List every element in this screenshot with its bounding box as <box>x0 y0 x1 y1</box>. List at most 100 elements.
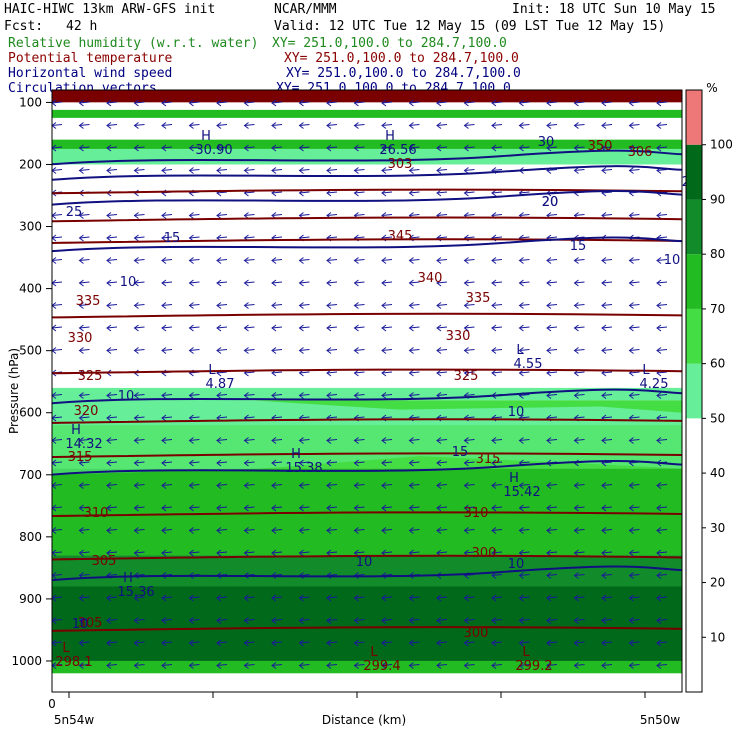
wind-vector <box>574 169 585 171</box>
wind-vector-head <box>381 324 387 332</box>
wind-vector <box>546 349 558 351</box>
wind-vector-head <box>436 639 442 647</box>
extremum-value: 4.55 <box>514 357 543 372</box>
wind-vector <box>381 596 393 599</box>
wind-vector-head <box>601 279 607 287</box>
wind-vector-head <box>573 549 579 557</box>
wind-vector <box>106 259 118 261</box>
wind-vector-head <box>106 302 112 309</box>
wind-vector <box>381 439 393 441</box>
wind-vector <box>629 484 640 486</box>
y-tick-label: 900 <box>19 592 42 606</box>
wind-vector <box>436 236 448 239</box>
wind-vector-head <box>518 639 524 647</box>
wind-vector <box>161 259 173 261</box>
wind-vector <box>629 146 640 149</box>
wind-vector <box>354 326 365 329</box>
wind-vector <box>464 619 475 621</box>
wind-vector <box>216 214 228 216</box>
colorbar-tick-label: 50 <box>710 411 725 425</box>
wind-vector <box>409 304 420 306</box>
wind-vector-head <box>463 189 469 197</box>
wind-vector-head <box>408 392 414 399</box>
wind-vector-head <box>188 437 194 444</box>
wind-vector <box>464 484 475 486</box>
wind-vector <box>656 439 668 441</box>
wind-vector-head <box>546 144 552 152</box>
wind-vector-head <box>546 482 552 489</box>
wind-vector-head <box>408 167 414 174</box>
wind-vector-head <box>188 662 194 669</box>
wind-vector <box>326 236 338 239</box>
wind-vector-head <box>546 279 552 287</box>
wind-vector <box>354 349 365 351</box>
wind-vector-head <box>326 437 332 444</box>
wind-vector <box>546 371 558 374</box>
wind-vector-head <box>326 189 332 197</box>
contour-labels: 345 340 335 335 330 330 325 325 320 315 315 310 310 3… <box>55 129 698 674</box>
wind-vector <box>106 619 118 621</box>
wind-vector <box>519 529 530 531</box>
wind-vector <box>271 529 283 531</box>
wind-vector-head <box>326 167 332 174</box>
wind-vector-head <box>518 302 524 309</box>
wind-vector-head <box>106 482 112 489</box>
wind-vector <box>52 236 63 239</box>
wind-vector <box>326 259 338 261</box>
wind-vector <box>601 506 613 509</box>
wind-vector-head <box>628 482 634 489</box>
wind-vector <box>161 394 173 396</box>
wind-vector-head <box>78 459 84 467</box>
wind-vector <box>519 506 530 509</box>
wind-vector <box>354 371 365 374</box>
wind-vector <box>189 326 200 329</box>
wind-vector-head <box>106 504 112 512</box>
wind-vector-head <box>463 369 469 377</box>
wind-vector <box>271 236 283 239</box>
wind-vector-head <box>546 617 552 624</box>
colorbar-unit: % <box>706 81 717 95</box>
wind-vector <box>381 169 393 171</box>
wind-contour <box>52 236 682 253</box>
wind-vector-head <box>243 144 249 152</box>
colorbar-tick-label: 90 <box>710 192 725 206</box>
wind-vector-head <box>243 279 249 287</box>
wind-vector <box>491 169 503 171</box>
wind-vector-head <box>408 504 414 512</box>
wind-vector <box>464 506 475 509</box>
wind-vector-head <box>491 662 497 669</box>
wind-vector-head <box>546 572 552 579</box>
wind-vector-head <box>243 302 249 309</box>
wind-vector-head <box>161 324 167 332</box>
wind-vector-head <box>546 99 552 107</box>
extremum-marker: L <box>370 645 378 660</box>
theta-label: 315 <box>476 452 501 467</box>
wind-vector <box>574 574 585 576</box>
wind-vector <box>519 619 530 621</box>
wind-vector <box>491 416 503 419</box>
wind-vector-head <box>271 482 277 489</box>
wind-vector-head <box>436 99 442 107</box>
wind-vector-head <box>161 459 167 467</box>
wind-vector <box>656 371 668 374</box>
wind-vector-head <box>436 122 442 129</box>
wind-vector <box>519 371 530 374</box>
wind-vector <box>106 124 118 126</box>
wind-vector-head <box>243 324 249 332</box>
wind-vector-head <box>518 662 524 669</box>
wind-vector-head <box>298 549 304 557</box>
wind-vector <box>106 551 118 554</box>
wind-vector-head <box>106 549 112 557</box>
wind-vector-head <box>381 527 387 534</box>
wind-vector-head <box>656 482 662 489</box>
wind-vector <box>79 484 90 486</box>
wind-vector <box>52 574 63 576</box>
extremum-value: 14.32 <box>65 437 102 452</box>
wind-vector <box>381 461 393 464</box>
wind-vector-head <box>546 347 552 354</box>
wind-vector <box>546 596 558 599</box>
extremum-value: 4.87 <box>206 377 235 392</box>
wind-vector-head <box>52 324 57 332</box>
wind-vector <box>574 304 585 306</box>
wind-vector-head <box>133 347 139 354</box>
